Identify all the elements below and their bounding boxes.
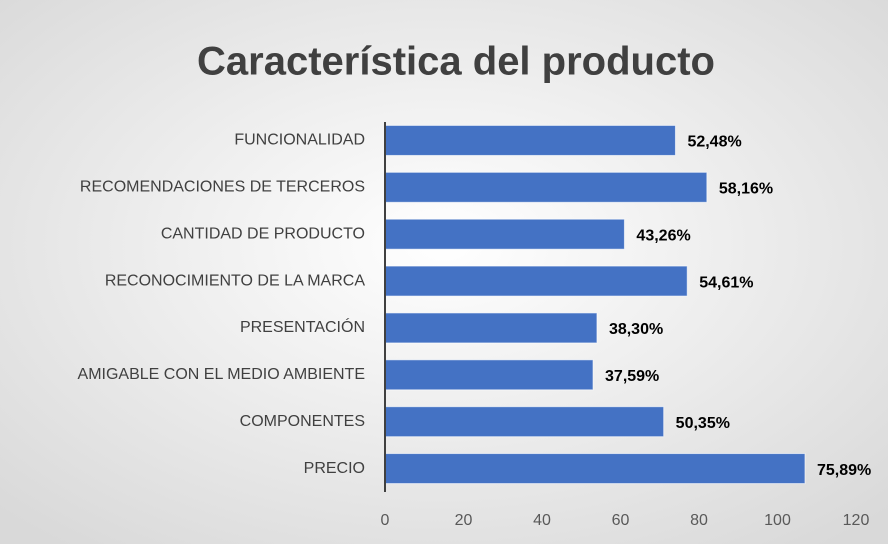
value-label: 54,61% <box>699 274 753 291</box>
value-label: 43,26% <box>636 227 690 244</box>
x-tick-label: 40 <box>533 512 551 529</box>
bar <box>384 312 598 344</box>
y-tick-label: FUNCIONALIDAD <box>234 132 365 149</box>
x-tick-label: 0 <box>381 512 390 529</box>
bar <box>384 359 594 391</box>
value-label: 58,16% <box>719 181 773 198</box>
bar <box>384 124 676 156</box>
y-tick-label: PRESENTACIÓN <box>240 317 365 336</box>
x-tick-label: 80 <box>690 512 708 529</box>
x-tick-label: 60 <box>612 512 630 529</box>
value-label: 75,89% <box>817 462 871 479</box>
value-label: 52,48% <box>687 134 741 151</box>
y-tick-label: AMIGABLE CON EL MEDIO AMBIENTE <box>78 366 365 383</box>
bar <box>384 218 625 250</box>
x-tick-label: 20 <box>455 512 473 529</box>
value-label: 37,59% <box>605 368 659 385</box>
bar <box>384 453 806 485</box>
x-tick-label: 100 <box>764 512 791 529</box>
bar <box>384 265 688 297</box>
y-tick-label: CANTIDAD DE PRODUCTO <box>161 225 365 242</box>
value-label: 38,30% <box>609 321 663 338</box>
bar <box>384 406 665 438</box>
y-tick-label: COMPONENTES <box>240 413 365 430</box>
bar <box>384 171 708 203</box>
chart-title: Característica del producto <box>197 40 715 84</box>
y-tick-label: PRECIO <box>304 460 365 477</box>
y-tick-label: RECOMENDACIONES DE TERCEROS <box>80 179 365 196</box>
x-tick-label: 120 <box>843 512 870 529</box>
value-label: 50,35% <box>676 415 730 432</box>
y-tick-label: RECONOCIMIENTO DE LA MARCA <box>105 272 366 289</box>
